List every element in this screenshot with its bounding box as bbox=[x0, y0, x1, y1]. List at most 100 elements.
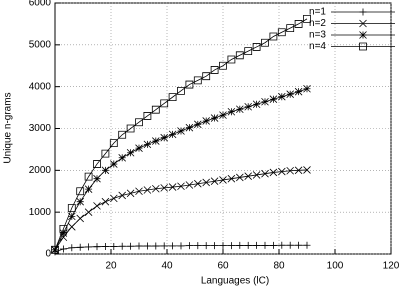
data-point bbox=[303, 14, 311, 23]
data-point bbox=[160, 242, 168, 250]
data-point bbox=[93, 202, 101, 210]
x-tick-label: 100 bbox=[327, 261, 344, 272]
y-tick-label: 4000 bbox=[29, 81, 52, 92]
data-point bbox=[261, 169, 269, 178]
data-point bbox=[219, 61, 227, 70]
series-line bbox=[54, 18, 308, 250]
data-point bbox=[236, 105, 244, 114]
data-point bbox=[110, 194, 118, 203]
data-point bbox=[210, 177, 219, 185]
data-point bbox=[261, 241, 269, 249]
legend-marker bbox=[359, 42, 367, 51]
data-point bbox=[194, 120, 202, 129]
data-point bbox=[252, 171, 261, 179]
data-point bbox=[244, 241, 252, 249]
data-point bbox=[68, 244, 76, 252]
data-point bbox=[59, 225, 68, 233]
data-point bbox=[93, 243, 101, 251]
data-point bbox=[194, 242, 202, 250]
data-point bbox=[261, 97, 269, 106]
data-point bbox=[135, 144, 143, 152]
data-point bbox=[244, 102, 252, 111]
y-tick-label: 3000 bbox=[29, 123, 52, 134]
data-point bbox=[109, 139, 118, 148]
data-point bbox=[244, 172, 252, 180]
data-point bbox=[286, 90, 294, 98]
data-point bbox=[126, 148, 135, 157]
x-tick-label: 60 bbox=[217, 261, 229, 272]
data-point bbox=[59, 229, 68, 237]
legend-label: n=4 bbox=[309, 41, 326, 52]
legend-marker bbox=[359, 31, 367, 39]
data-point bbox=[126, 124, 135, 133]
data-point bbox=[118, 130, 127, 139]
y-tick-label: 5000 bbox=[29, 39, 52, 50]
data-point bbox=[278, 167, 286, 176]
x-axis-label: Languages (lC) bbox=[201, 276, 269, 286]
data-point bbox=[101, 197, 110, 206]
data-point bbox=[76, 243, 84, 251]
data-point bbox=[210, 114, 219, 122]
data-point bbox=[193, 76, 202, 85]
data-point bbox=[236, 241, 244, 249]
data-point bbox=[110, 242, 118, 250]
data-point bbox=[303, 84, 311, 93]
data-point bbox=[168, 93, 177, 102]
data-point bbox=[135, 118, 143, 127]
data-point bbox=[219, 242, 227, 250]
x-tick-label: 120 bbox=[383, 261, 400, 272]
data-point bbox=[185, 242, 193, 250]
data-point bbox=[169, 242, 177, 250]
data-point bbox=[185, 80, 194, 89]
data-point bbox=[168, 183, 177, 191]
data-point bbox=[277, 28, 286, 37]
data-point bbox=[177, 242, 185, 250]
data-point bbox=[295, 241, 303, 249]
data-point bbox=[185, 123, 194, 132]
data-point bbox=[236, 173, 244, 182]
data-point bbox=[143, 140, 152, 149]
data-point bbox=[51, 245, 59, 254]
data-point bbox=[143, 242, 151, 250]
data-point bbox=[227, 174, 236, 183]
data-point bbox=[227, 55, 236, 64]
data-point bbox=[93, 160, 101, 168]
data-point bbox=[93, 174, 101, 183]
data-point bbox=[269, 168, 278, 177]
data-point bbox=[252, 43, 261, 51]
data-point bbox=[68, 212, 76, 221]
data-point bbox=[269, 95, 278, 103]
data-point bbox=[76, 187, 85, 196]
data-point bbox=[101, 166, 110, 175]
legend-label: n=2 bbox=[309, 18, 326, 29]
data-point bbox=[68, 223, 76, 231]
y-tick-label: 1000 bbox=[29, 207, 52, 218]
data-point bbox=[286, 24, 295, 32]
data-point bbox=[160, 184, 168, 192]
data-point bbox=[101, 242, 109, 250]
series-line bbox=[54, 169, 308, 251]
data-point bbox=[168, 130, 177, 139]
data-point bbox=[76, 214, 84, 223]
x-tick-label: 40 bbox=[161, 261, 173, 272]
data-point bbox=[177, 127, 185, 135]
data-point bbox=[160, 133, 168, 142]
data-point bbox=[253, 241, 261, 249]
data-point bbox=[235, 51, 244, 60]
data-point bbox=[67, 204, 76, 212]
data-point bbox=[101, 149, 110, 158]
data-point bbox=[303, 166, 311, 174]
data-point bbox=[202, 117, 210, 125]
data-point bbox=[278, 241, 286, 249]
x-tick-label: 80 bbox=[273, 261, 285, 272]
y-tick-label: 6000 bbox=[29, 0, 52, 9]
data-point bbox=[202, 72, 211, 81]
data-point bbox=[219, 111, 227, 119]
data-point bbox=[219, 176, 227, 184]
data-point bbox=[110, 160, 118, 168]
data-point bbox=[278, 92, 286, 101]
data-point bbox=[84, 208, 93, 216]
x-tick-label: 20 bbox=[105, 261, 117, 272]
data-point bbox=[135, 242, 143, 250]
